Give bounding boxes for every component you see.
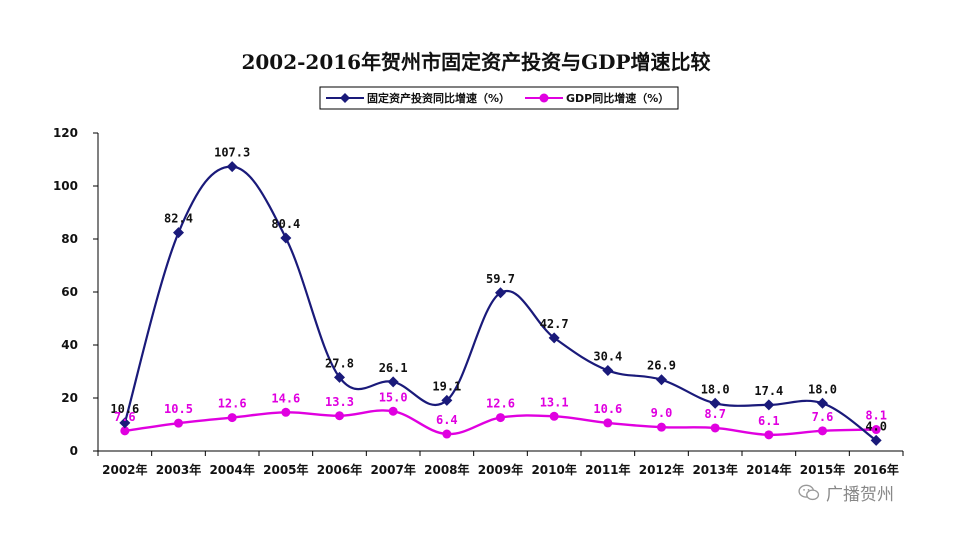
y-tick-label: 80 bbox=[61, 232, 78, 246]
watermark: 广播贺州 bbox=[798, 480, 894, 505]
data-label-gdp: 9.0 bbox=[651, 406, 673, 420]
data-point-investment bbox=[173, 227, 184, 239]
data-point-gdp bbox=[281, 407, 291, 417]
x-tick-label: 2008年 bbox=[424, 462, 469, 477]
y-tick-label: 20 bbox=[61, 391, 78, 405]
x-axis-ticks: 2002年 2003年 2004年 2005年 2006年 2007年 2008年 2009年… bbox=[97, 451, 904, 477]
chart-title: 2002-2016年贺州市固定资产投资与GDP增速比较 bbox=[241, 50, 710, 74]
data-point-investment bbox=[119, 417, 131, 429]
data-point-gdp bbox=[120, 426, 130, 436]
x-tick-label: 2007年 bbox=[370, 462, 415, 477]
data-point-investment bbox=[602, 364, 614, 376]
y-tick-label: 120 bbox=[53, 126, 78, 140]
x-tick-label: 2011年 bbox=[585, 462, 630, 477]
data-label-gdp: 7.6 bbox=[114, 410, 136, 424]
data-point-gdp bbox=[174, 418, 183, 428]
y-tick-label: 100 bbox=[53, 179, 78, 193]
x-tick-label: 2004年 bbox=[209, 462, 254, 477]
x-tick-label: 2016年 bbox=[853, 462, 898, 477]
data-label-investment: 4.0 bbox=[865, 419, 887, 433]
data-point-investment bbox=[870, 434, 882, 446]
data-point-investment bbox=[495, 287, 506, 299]
data-point-investment bbox=[548, 332, 560, 344]
legend-marker-gdp bbox=[539, 93, 549, 103]
series-layer bbox=[119, 161, 882, 446]
wechat-icon bbox=[798, 484, 820, 500]
x-tick-label: 2003年 bbox=[156, 462, 201, 477]
data-label-investment: 80.4 bbox=[271, 217, 300, 231]
data-label-gdp: 7.6 bbox=[812, 410, 834, 424]
legend-box bbox=[319, 86, 679, 110]
x-tick-label: 2005年 bbox=[263, 462, 308, 477]
x-tick-label: 2013年 bbox=[692, 462, 737, 477]
data-point-investment bbox=[763, 399, 775, 411]
data-point-investment bbox=[441, 394, 453, 406]
data-point-gdp bbox=[710, 423, 720, 433]
x-tick-label: 2015年 bbox=[800, 462, 845, 477]
data-point-gdp bbox=[603, 418, 613, 428]
y-tick-label: 40 bbox=[61, 338, 78, 352]
data-label-gdp: 15.0 bbox=[379, 390, 408, 404]
data-label-investment: 26.1 bbox=[379, 361, 408, 375]
data-point-investment bbox=[334, 371, 345, 383]
data-point-gdp bbox=[657, 422, 666, 432]
data-point-investment bbox=[656, 374, 667, 386]
data-label-investment: 30.4 bbox=[593, 349, 622, 363]
data-label-investment: 27.8 bbox=[325, 356, 354, 370]
x-tick-label: 2009年 bbox=[478, 462, 523, 477]
data-label-investment: 19.1 bbox=[432, 379, 461, 393]
x-tick-label: 2010年 bbox=[531, 462, 576, 477]
data-label-gdp: 10.5 bbox=[164, 402, 193, 416]
data-point-gdp bbox=[818, 426, 827, 436]
legend-label-investment: 固定资产投资同比增速（%） bbox=[367, 91, 510, 105]
x-tick-label: 2002年 bbox=[102, 462, 147, 477]
data-label-gdp: 6.1 bbox=[758, 414, 780, 428]
data-labels: 10.6 82.4 107.3 80.4 27.8 26.1 19.1 59.7 42.7 30.… bbox=[110, 146, 887, 434]
data-point-investment bbox=[280, 232, 292, 244]
data-label-gdp: 8.7 bbox=[704, 407, 726, 421]
data-point-gdp bbox=[496, 413, 505, 423]
data-point-gdp bbox=[335, 411, 344, 421]
data-label-gdp: 12.6 bbox=[486, 397, 515, 411]
data-point-investment bbox=[226, 161, 238, 173]
x-tick-label: 2012年 bbox=[639, 462, 684, 477]
data-label-gdp: 10.6 bbox=[593, 402, 622, 416]
data-point-gdp bbox=[871, 425, 881, 435]
data-point-investment bbox=[387, 376, 399, 388]
x-tick-label: 2014年 bbox=[746, 462, 791, 477]
data-label-gdp: 14.6 bbox=[271, 391, 300, 405]
data-label-investment: 26.9 bbox=[647, 359, 676, 373]
data-label-investment: 17.4 bbox=[754, 384, 783, 398]
data-point-investment bbox=[709, 397, 721, 409]
data-label-investment: 10.6 bbox=[110, 402, 139, 416]
data-label-gdp: 6.4 bbox=[436, 413, 458, 427]
data-point-gdp bbox=[388, 406, 398, 416]
data-label-gdp: 12.6 bbox=[218, 397, 247, 411]
legend: 固定资产投资同比增速（%） GDP同比增速（%） bbox=[319, 86, 679, 110]
data-label-gdp: 13.3 bbox=[325, 395, 354, 409]
watermark-text: 广播贺州 bbox=[826, 485, 894, 505]
data-point-investment bbox=[817, 397, 828, 409]
data-label-gdp: 8.1 bbox=[865, 409, 887, 423]
legend-marker-investment bbox=[340, 93, 350, 103]
x-tick-label: 2006年 bbox=[317, 462, 362, 477]
data-label-investment: 107.3 bbox=[214, 146, 250, 160]
data-point-gdp bbox=[549, 411, 559, 421]
data-label-investment: 18.0 bbox=[808, 382, 837, 396]
data-label-gdp: 13.1 bbox=[540, 395, 569, 409]
y-tick-label: 60 bbox=[61, 285, 78, 299]
data-label-investment: 59.7 bbox=[486, 272, 515, 286]
data-label-investment: 82.4 bbox=[164, 212, 193, 226]
data-label-investment: 18.0 bbox=[701, 382, 730, 396]
y-tick-label: 0 bbox=[70, 444, 78, 458]
data-point-gdp bbox=[442, 429, 452, 439]
data-point-gdp bbox=[227, 413, 237, 423]
y-axis-ticks: 0 20 40 60 80 100 120 bbox=[53, 126, 98, 458]
legend-label-gdp: GDP同比增速（%） bbox=[566, 91, 669, 105]
data-label-investment: 42.7 bbox=[540, 317, 569, 331]
data-point-gdp bbox=[764, 430, 774, 440]
